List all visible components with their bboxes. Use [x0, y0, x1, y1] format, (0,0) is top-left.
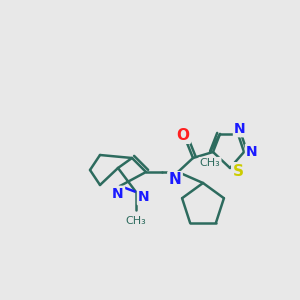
Text: N: N: [234, 122, 246, 136]
Text: N: N: [246, 145, 258, 159]
Text: N: N: [138, 190, 150, 204]
Text: N: N: [169, 172, 182, 188]
Text: N: N: [112, 187, 124, 201]
Text: CH₃: CH₃: [126, 216, 146, 226]
Text: S: S: [232, 164, 244, 178]
Text: O: O: [176, 128, 190, 142]
Text: CH₃: CH₃: [200, 158, 220, 168]
